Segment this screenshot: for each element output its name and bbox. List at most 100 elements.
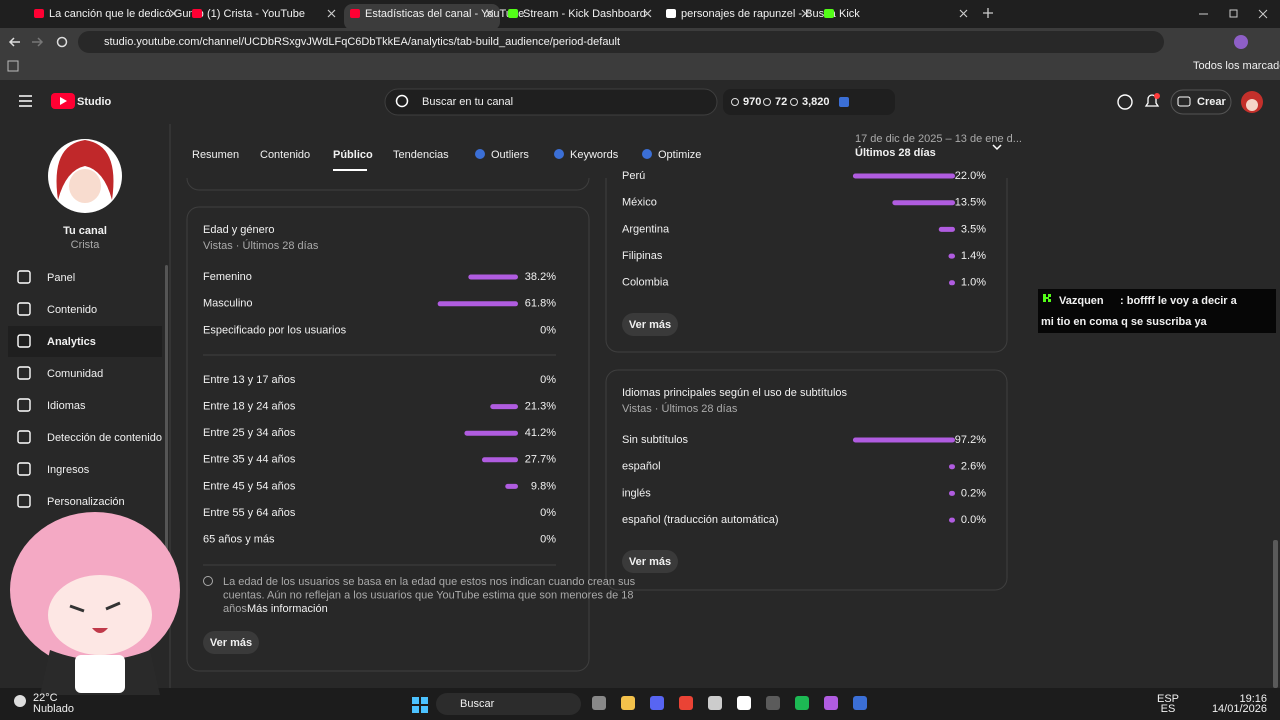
taskbar-app[interactable] [679, 696, 693, 710]
period-label[interactable]: Últimos 28 días [855, 146, 936, 159]
nav-icon [17, 398, 31, 412]
taskbar-app[interactable] [853, 696, 867, 710]
search-box[interactable] [384, 88, 718, 116]
taskbar-app[interactable] [621, 696, 635, 710]
content-tab[interactable]: Tendencias [393, 149, 449, 161]
content-tab[interactable]: Keywords [570, 149, 619, 161]
content-tab[interactable]: Optimize [658, 149, 701, 161]
note: cuentas. Aún no reflejan a los usuarios … [223, 589, 634, 601]
create-btn[interactable] [1170, 89, 1232, 115]
row-label: Entre 18 y 24 años [203, 401, 296, 413]
button[interactable] [622, 313, 678, 336]
win-close[interactable] [1258, 9, 1268, 19]
taskbar-app[interactable] [737, 696, 751, 710]
bell-dot [1154, 93, 1160, 99]
bar [949, 517, 955, 523]
chat-box [1038, 289, 1276, 333]
profile[interactable] [1234, 35, 1248, 49]
nav-item[interactable]: Ingresos [47, 464, 90, 476]
content-tab[interactable]: Público [333, 149, 373, 161]
tab-ext-icon [642, 149, 652, 159]
tab-ext-icon [554, 149, 564, 159]
nav-item[interactable]: Idiomas [47, 400, 86, 412]
taskbar-app[interactable] [592, 696, 606, 710]
channel-title[interactable]: Tu canal [63, 225, 107, 237]
row-value: 0.0% [961, 514, 986, 526]
taskbar-search-text[interactable]: Buscar [460, 698, 495, 710]
win-max[interactable] [1229, 9, 1238, 18]
nav-icon [17, 334, 31, 348]
tab-close[interactable] [801, 9, 810, 18]
content-tab[interactable]: Resumen [192, 149, 239, 161]
taskbar-app[interactable] [766, 696, 780, 710]
taskbar-search[interactable] [436, 693, 581, 715]
row-value: 1.0% [961, 277, 986, 289]
nav-icon [17, 462, 31, 476]
button-label[interactable]: Ver más [629, 319, 671, 331]
button-label[interactable]: Ver más [210, 637, 252, 649]
taskbar-app[interactable] [795, 696, 809, 710]
help[interactable] [1117, 94, 1133, 110]
tab-close[interactable] [169, 9, 178, 18]
content-tab[interactable]: Outliers [491, 149, 529, 161]
bar [892, 200, 955, 206]
bar [490, 404, 518, 410]
reload[interactable] [56, 36, 68, 48]
nav-item[interactable]: Contenido [47, 304, 97, 316]
bookmarks[interactable]: Todos los marcadores [1193, 60, 1280, 72]
bell[interactable] [1144, 94, 1160, 107]
stat-icon [790, 98, 798, 106]
scrollbar [165, 265, 168, 625]
tab-title[interactable]: Kick [839, 8, 860, 20]
tab-title[interactable]: Estadísticas del canal - YouTube [365, 8, 524, 20]
nav-back[interactable] [8, 37, 20, 47]
taskbar-app[interactable] [824, 696, 838, 710]
tab-close[interactable] [643, 9, 652, 18]
tab-title[interactable]: personajes de rapunzel - Busca [681, 8, 837, 20]
row-label: Entre 25 y 34 años [203, 427, 296, 439]
address-bar[interactable] [78, 31, 1164, 53]
tab-close[interactable] [327, 9, 336, 18]
nav-forward[interactable] [32, 37, 44, 47]
search-placeholder[interactable]: Buscar en tu canal [422, 96, 513, 108]
card-subtitle: Vistas · Últimos 28 días [622, 402, 738, 415]
taskbar-app[interactable] [708, 696, 722, 710]
button[interactable] [622, 550, 678, 573]
taskbar-app[interactable] [650, 696, 664, 710]
clock-time[interactable]: 19:16 [1239, 693, 1267, 705]
content-tab[interactable]: Contenido [260, 149, 310, 161]
button-label[interactable]: Ver más [629, 556, 671, 568]
tab-title[interactable]: Stream - Kick Dashboard [523, 8, 646, 20]
tab-icon [666, 9, 676, 18]
tab-title[interactable]: La canción que le dedicó Gumb [49, 8, 204, 20]
period-range[interactable]: 17 de dic de 2025 – 13 de ene d... [855, 133, 1022, 145]
tab-title[interactable]: (1) Crista - YouTube [207, 8, 305, 20]
row-label: Masculino [203, 298, 253, 310]
start[interactable] [412, 697, 428, 713]
period-chevron[interactable] [992, 144, 1002, 151]
nav-item[interactable]: Detección de contenido [47, 432, 162, 444]
nav-item[interactable]: Comunidad [47, 368, 103, 380]
tab-close[interactable] [485, 9, 494, 18]
stats-pill[interactable] [723, 89, 895, 115]
bar [505, 483, 518, 489]
row-value: 21.3% [525, 401, 556, 413]
tab-close[interactable] [959, 9, 968, 18]
new-tab[interactable] [983, 8, 993, 18]
nav-item[interactable]: Analytics [47, 336, 96, 348]
url[interactable]: studio.youtube.com/channel/UCDbRSxgvJWdL… [104, 36, 620, 48]
menu[interactable] [19, 95, 32, 107]
sticker-eyes [69, 601, 121, 613]
nav-item[interactable]: Personalización [47, 496, 125, 508]
nav-item[interactable]: Panel [47, 272, 75, 284]
chat-line: mi tio en coma q se suscriba ya [1041, 316, 1208, 328]
row-value: 0% [540, 325, 556, 337]
note-link[interactable]: Más información [247, 603, 328, 615]
avatar-face [69, 169, 101, 203]
button[interactable] [203, 631, 259, 654]
lang[interactable]: ESP [1157, 693, 1179, 705]
create[interactable]: Crear [1197, 96, 1226, 108]
logo[interactable]: Studio [77, 96, 111, 108]
